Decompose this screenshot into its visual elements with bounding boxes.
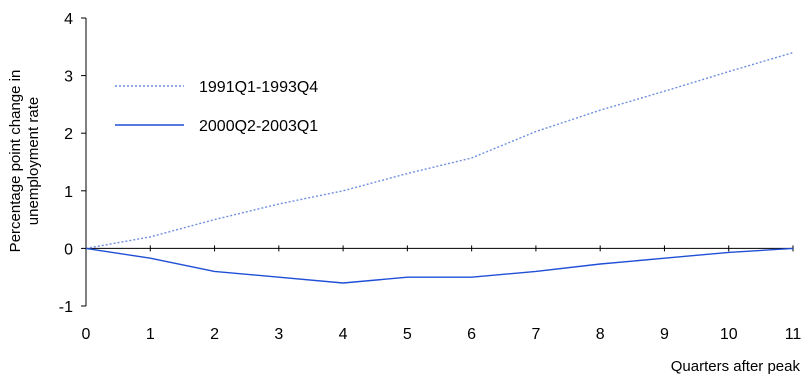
x-tick-label: 0 bbox=[82, 326, 91, 343]
x-tick-label: 10 bbox=[720, 326, 738, 343]
x-axis-title: Quarters after peak bbox=[671, 358, 801, 375]
y-tick-label: 0 bbox=[64, 241, 73, 258]
legend-label-1: 1991Q1-1993Q4 bbox=[199, 79, 318, 96]
y-tick-label: 3 bbox=[64, 69, 73, 86]
series-line-2 bbox=[85, 247, 794, 284]
x-tick-label: 7 bbox=[531, 326, 540, 343]
legend-label-2: 2000Q2-2003Q1 bbox=[199, 118, 318, 135]
y-tick-label: 1 bbox=[64, 184, 73, 201]
y-tick-label: -1 bbox=[59, 299, 73, 316]
legend: 1991Q1-1993Q4 2000Q2-2003Q1 bbox=[115, 79, 318, 135]
x-tick-label: 2 bbox=[210, 326, 219, 343]
y-axis-title-line-1: Percentage point change in bbox=[7, 70, 24, 253]
axes: -1 0 1 2 3 4 0 1 2 3 4 5 6 7 8 9 10 11 bbox=[59, 11, 802, 343]
y-axis-title-line-2: unemployment rate bbox=[25, 97, 42, 225]
y-tick-label: 2 bbox=[64, 126, 73, 143]
series-line-1 bbox=[85, 51, 794, 250]
x-tick-label: 5 bbox=[403, 326, 412, 343]
x-tick-label: 6 bbox=[467, 326, 476, 343]
y-tick-label: 4 bbox=[64, 11, 73, 28]
x-tick-label: 4 bbox=[339, 326, 348, 343]
series-layer bbox=[85, 51, 794, 284]
x-tick-label: 11 bbox=[785, 326, 802, 343]
x-tick-label: 3 bbox=[274, 326, 283, 343]
x-tick-label: 9 bbox=[660, 326, 669, 343]
x-tick-label: 1 bbox=[146, 326, 155, 343]
x-tick-label: 8 bbox=[596, 326, 605, 343]
